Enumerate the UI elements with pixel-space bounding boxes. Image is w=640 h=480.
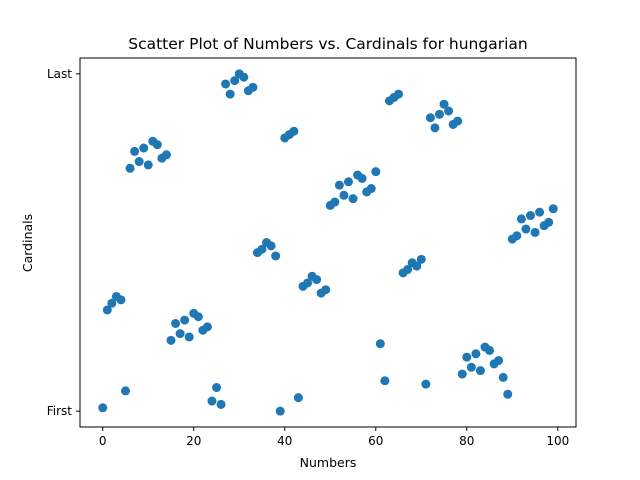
data-point <box>394 89 404 99</box>
data-point <box>266 241 276 251</box>
data-point <box>248 82 258 92</box>
data-point <box>412 261 422 271</box>
y-axis-label: Cardinals <box>20 214 35 272</box>
data-point <box>535 207 545 217</box>
data-point <box>343 177 353 187</box>
data-point <box>380 376 390 386</box>
data-point <box>416 254 426 264</box>
data-point <box>544 217 554 227</box>
x-tick-label: 40 <box>277 434 292 448</box>
y-tick-label: Last <box>47 67 72 81</box>
data-point <box>121 386 131 396</box>
data-point <box>494 356 504 366</box>
data-point <box>348 194 358 204</box>
data-point <box>293 393 303 403</box>
data-point <box>516 214 526 224</box>
data-point <box>230 76 240 86</box>
data-point <box>271 251 281 261</box>
data-point <box>453 116 463 126</box>
data-point <box>430 123 440 133</box>
data-point <box>193 312 203 322</box>
data-point <box>466 362 476 372</box>
data-point <box>312 275 322 285</box>
data-point <box>357 173 367 183</box>
x-tick-label: 100 <box>546 434 569 448</box>
x-tick-label: 80 <box>459 434 474 448</box>
y-tick-label: First <box>47 404 73 418</box>
data-point <box>475 366 485 376</box>
data-point <box>207 396 217 406</box>
data-point <box>152 140 162 150</box>
x-axis-ticks: 0 20 40 60 80 100 <box>99 427 569 448</box>
x-tick-label: 0 <box>99 434 107 448</box>
data-point <box>130 146 140 156</box>
data-point <box>503 389 513 399</box>
data-point <box>512 231 522 241</box>
data-point <box>339 190 349 200</box>
data-point <box>421 379 431 389</box>
data-point <box>485 345 495 355</box>
data-point <box>166 335 176 345</box>
data-point <box>439 99 449 109</box>
data-point <box>125 163 135 173</box>
data-point <box>303 278 313 288</box>
data-point <box>444 106 454 116</box>
data-point <box>180 315 190 325</box>
data-point <box>330 197 340 207</box>
data-point <box>225 89 235 99</box>
data-points <box>98 69 558 416</box>
data-point <box>143 160 153 170</box>
data-point <box>425 113 435 123</box>
data-point <box>375 339 385 349</box>
data-point <box>498 372 508 382</box>
data-point <box>371 167 381 177</box>
data-point <box>257 244 267 254</box>
data-point <box>98 403 108 413</box>
data-point <box>521 224 531 234</box>
data-point <box>184 332 194 342</box>
data-point <box>202 322 212 332</box>
data-point <box>530 227 540 237</box>
data-point <box>221 79 231 89</box>
data-point <box>212 383 222 393</box>
data-point <box>462 352 472 362</box>
data-point <box>134 157 144 167</box>
y-axis-ticks: First Last <box>47 67 80 418</box>
plot-frame <box>79 57 577 428</box>
x-tick-label: 20 <box>186 434 201 448</box>
data-point <box>525 211 535 221</box>
data-point <box>366 184 376 194</box>
data-point <box>107 298 117 308</box>
data-point <box>139 143 149 153</box>
data-point <box>275 406 285 416</box>
data-point <box>403 264 413 274</box>
chart-title: Scatter Plot of Numbers vs. Cardinals fo… <box>128 35 527 53</box>
data-point <box>171 318 181 328</box>
data-point <box>161 150 171 160</box>
data-point <box>116 295 126 305</box>
data-point <box>102 305 112 315</box>
data-point <box>216 399 226 409</box>
data-point <box>175 329 185 339</box>
data-point <box>334 180 344 190</box>
data-point <box>471 349 481 359</box>
data-point <box>289 126 299 136</box>
data-point <box>239 72 249 82</box>
data-point <box>434 109 444 119</box>
data-point <box>321 285 331 295</box>
x-axis-label: Numbers <box>300 455 357 470</box>
x-tick-label: 60 <box>368 434 383 448</box>
data-point <box>548 204 558 214</box>
data-point <box>457 369 467 379</box>
